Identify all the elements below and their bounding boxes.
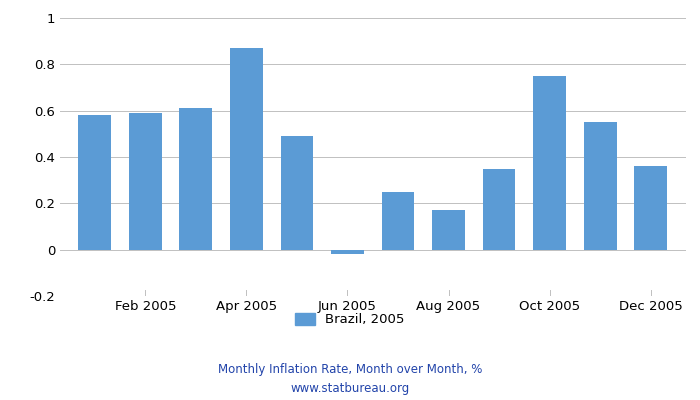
Bar [331, 250, 364, 254]
Bar [482, 168, 515, 250]
Bar [432, 210, 465, 250]
Bar [281, 136, 314, 250]
Bar [382, 192, 414, 250]
Legend: Brazil, 2005: Brazil, 2005 [290, 308, 410, 332]
Bar [78, 115, 111, 250]
Text: Monthly Inflation Rate, Month over Month, %: Monthly Inflation Rate, Month over Month… [218, 364, 482, 376]
Bar [533, 76, 566, 250]
Bar [230, 48, 263, 250]
Bar [584, 122, 617, 250]
Bar [129, 113, 162, 250]
Text: www.statbureau.org: www.statbureau.org [290, 382, 410, 395]
Bar [179, 108, 212, 250]
Bar [634, 166, 667, 250]
